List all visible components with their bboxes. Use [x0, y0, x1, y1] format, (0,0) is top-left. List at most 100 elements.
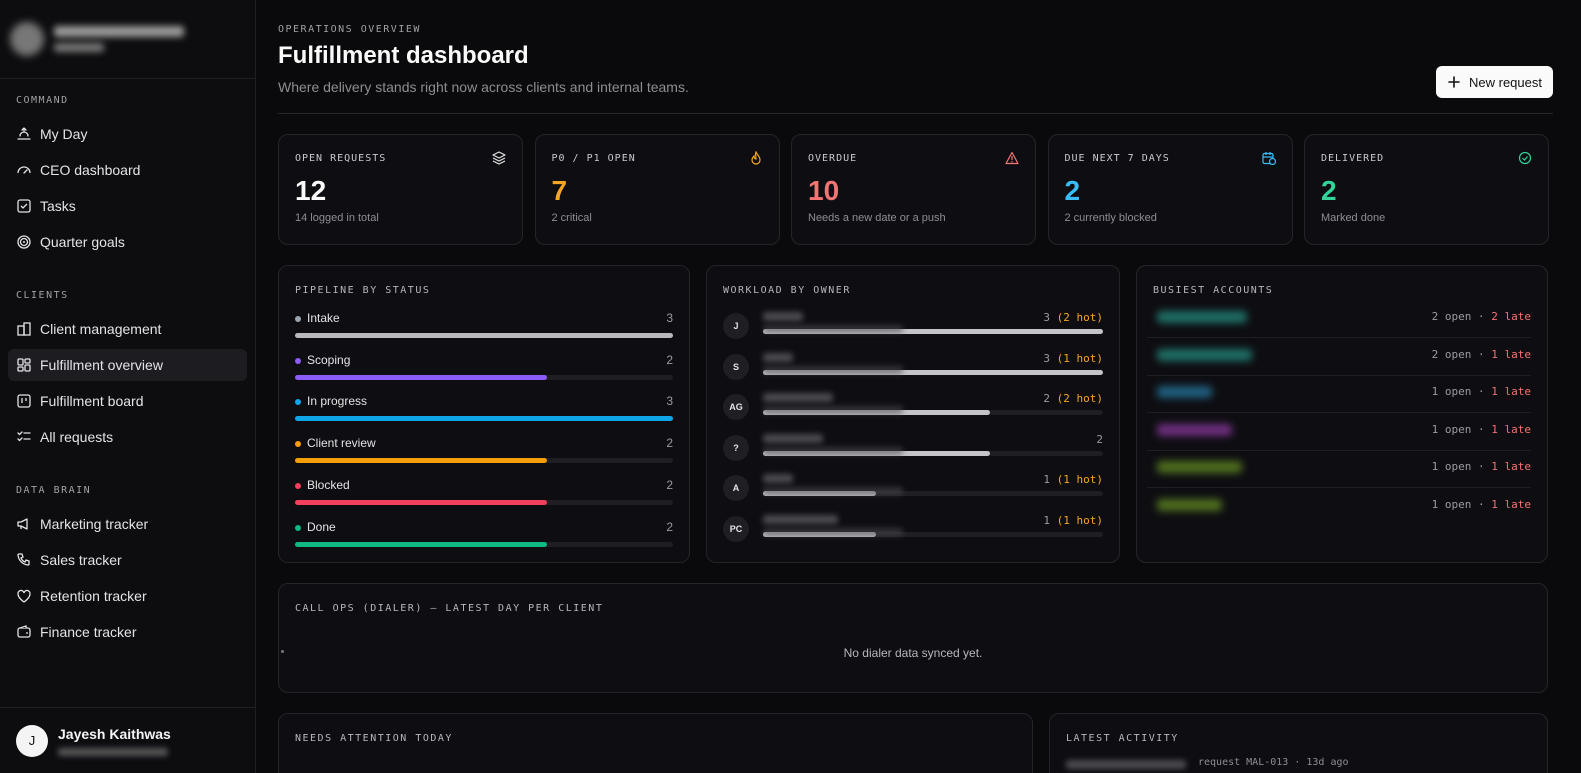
- flame-icon: [750, 151, 761, 165]
- kanban-icon: [17, 394, 31, 408]
- sidebar-item-sales-tracker[interactable]: Sales tracker: [8, 544, 247, 576]
- user-profile[interactable]: J Jayesh Kaithwas: [0, 707, 255, 773]
- sidebar-section-command: COMMAND My Day CEO dashboard Tasks Quarter g…: [0, 95, 255, 262]
- sidebar-item-finance-tracker[interactable]: Finance tracker: [8, 616, 247, 648]
- kpi-value: 2: [1321, 175, 1337, 206]
- workspace-switcher[interactable]: [0, 0, 255, 79]
- workload-row[interactable]: PC 1 (1 hot): [723, 514, 1103, 550]
- account-row[interactable]: 1 open · 1 late: [1147, 414, 1531, 451]
- page-subtitle: Where delivery stands right now across c…: [278, 79, 689, 95]
- user-email: [58, 747, 168, 756]
- megaphone-icon: [17, 518, 28, 530]
- status-bar: [295, 333, 673, 338]
- sidebar-item-all-requests[interactable]: All requests: [8, 421, 247, 453]
- kpi-subtext: 2 currently blocked: [1064, 212, 1157, 224]
- new-request-button[interactable]: New request: [1436, 66, 1553, 98]
- sidebar-item-label: Finance tracker: [40, 624, 137, 640]
- owner-count: 3 (2 hot): [1043, 311, 1103, 324]
- kpi-card-p0-p1-open[interactable]: P0 / P1 OPEN 7 2 critical: [534, 134, 780, 245]
- sidebar-item-my-day[interactable]: My Day: [8, 118, 247, 150]
- status-count: 2: [666, 477, 673, 492]
- pipeline-row-blocked[interactable]: Blocked 2: [295, 478, 673, 514]
- check-circle-icon: [1518, 151, 1532, 165]
- kpi-label: P0 / P1 OPEN: [551, 153, 636, 164]
- workspace-name: [54, 26, 184, 52]
- account-row[interactable]: 1 open · 1 late: [1147, 451, 1531, 488]
- kpi-card-delivered[interactable]: DELIVERED 2 Marked done: [1304, 134, 1549, 245]
- grid-icon: [17, 358, 31, 372]
- pipeline-row-client-review[interactable]: Client review 2: [295, 436, 673, 472]
- status-name: In progress: [307, 394, 368, 409]
- sidebar-item-quarter-goals[interactable]: Quarter goals: [8, 226, 247, 258]
- workload-row[interactable]: A 1 (1 hot): [723, 473, 1103, 509]
- account-row[interactable]: 2 open · 2 late: [1147, 301, 1531, 338]
- owner-bar-obscured: [763, 487, 903, 495]
- sidebar-item-fulfillment-board[interactable]: Fulfillment board: [8, 385, 247, 417]
- wallet-icon: [17, 625, 31, 638]
- heart-handshake-icon: [17, 589, 31, 603]
- account-row[interactable]: 1 open · 1 late: [1147, 376, 1531, 413]
- kpi-label: DUE NEXT 7 DAYS: [1064, 153, 1170, 164]
- workload-row[interactable]: J 3 (2 hot): [723, 311, 1103, 347]
- owner-name: [763, 393, 833, 402]
- activity-item[interactable]: request MAL-013 · 13d ago: [1198, 757, 1349, 768]
- sidebar-item-retention-tracker[interactable]: Retention tracker: [8, 580, 247, 612]
- pipeline-row-intake[interactable]: Intake 3: [295, 311, 673, 347]
- pipeline-row-in-progress[interactable]: In progress 3: [295, 394, 673, 430]
- accounts-title: BUSIEST ACCOUNTS: [1153, 285, 1274, 296]
- owner-name: [763, 433, 823, 443]
- page-title: Fulfillment dashboard: [278, 42, 529, 69]
- status-bar: [295, 374, 547, 380]
- sidebar-item-label: Marketing tracker: [40, 516, 149, 532]
- sidebar-item-client-management[interactable]: Client management: [8, 313, 247, 345]
- sidebar-item-label: All requests: [40, 429, 114, 445]
- owner-count: 2 (2 hot): [1043, 392, 1103, 405]
- workload-row[interactable]: ? 2: [723, 433, 1103, 469]
- owner-bar-obscured: [763, 406, 903, 414]
- sidebar-item-marketing-tracker[interactable]: Marketing tracker: [8, 508, 247, 540]
- owner-bar: [763, 369, 1103, 375]
- activity-actor: [1066, 760, 1186, 769]
- kpi-subtext: 14 logged in total: [295, 212, 379, 224]
- alert-triangle-icon: [1005, 151, 1019, 165]
- workload-row[interactable]: AG 2 (2 hot): [723, 392, 1103, 428]
- status-count: 2: [666, 352, 673, 367]
- status-name: Intake: [307, 311, 340, 325]
- sidebar-item-label: Fulfillment board: [40, 393, 144, 409]
- status-name: Done: [307, 519, 336, 534]
- owner-bar-obscured: [763, 365, 903, 374]
- workspace-avatar: [10, 22, 44, 56]
- callops-empty-state: No dialer data synced yet.: [843, 646, 983, 660]
- account-name: [1157, 311, 1247, 323]
- account-name: [1157, 461, 1242, 473]
- status-bar: [295, 499, 547, 505]
- pipeline-row-scoping[interactable]: Scoping 2: [295, 353, 673, 389]
- kpi-subtext: 2 critical: [551, 212, 592, 224]
- status-dot: [295, 482, 301, 489]
- accounts-panel: BUSIEST ACCOUNTS 2 open · 2 late 2 open ·…: [1136, 265, 1548, 563]
- avatar: J: [16, 724, 48, 757]
- calendar-clock-icon: [1261, 152, 1276, 165]
- account-stats: 2 open · 1 late: [1431, 347, 1531, 361]
- activity-panel: LATEST ACTIVITY request MAL-013 · 13d ag…: [1049, 713, 1548, 773]
- kpi-card-open-requests[interactable]: OPEN REQUESTS 12 14 logged in total: [278, 134, 523, 245]
- owner-name: [763, 474, 793, 483]
- owner-name: [763, 514, 838, 524]
- sidebar-item-fulfillment-overview[interactable]: Fulfillment overview: [8, 349, 247, 381]
- kpi-value: 7: [551, 175, 568, 206]
- sidebar: COMMAND My Day CEO dashboard Tasks Quarter g…: [0, 0, 256, 773]
- kpi-card-overdue[interactable]: OVERDUE 10 Needs a new date or a push: [791, 134, 1036, 245]
- owner-bar-track: [763, 406, 1103, 415]
- status-bar-track: [295, 416, 673, 422]
- owner-bar: [763, 329, 1103, 334]
- owner-bar-obscured: [763, 325, 903, 333]
- sidebar-item-tasks[interactable]: Tasks: [8, 190, 247, 222]
- sidebar-item-label: Tasks: [40, 198, 76, 214]
- kpi-card-due-next-7-days[interactable]: DUE NEXT 7 DAYS 2 2 currently blocked: [1047, 134, 1293, 245]
- pipeline-row-done[interactable]: Done 2: [295, 520, 673, 556]
- status-dot: [295, 441, 301, 448]
- account-row[interactable]: 1 open · 1 late: [1147, 489, 1531, 526]
- sidebar-item-ceo-dashboard[interactable]: CEO dashboard: [8, 154, 247, 186]
- workload-row[interactable]: S 3 (1 hot): [723, 352, 1103, 388]
- account-row[interactable]: 2 open · 1 late: [1147, 339, 1531, 376]
